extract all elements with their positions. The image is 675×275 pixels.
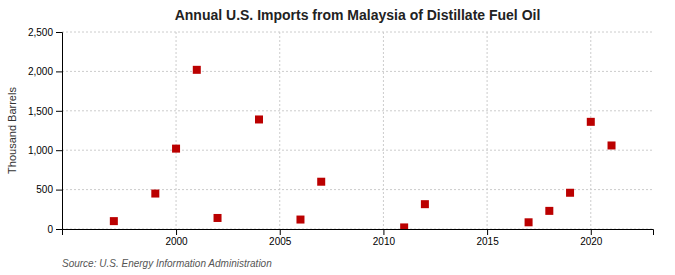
point (421, 200, 429, 208)
grid-line (383, 32, 384, 229)
grid-line (62, 189, 653, 190)
grid-line (590, 32, 591, 229)
tick: 2005 (269, 229, 292, 247)
tick-mark (56, 71, 62, 72)
source: Source: U.S. Energy Information Administ… (62, 258, 272, 269)
point (608, 141, 616, 149)
y-axis: 0 500 1,000 1,500 2,000 2,500 (28, 27, 63, 235)
tick-mark (487, 229, 488, 235)
tick-label: 2010 (373, 236, 396, 247)
tick-label: 500 (36, 184, 53, 195)
tick: 500 (36, 184, 62, 195)
point (214, 214, 222, 222)
tick: 1,000 (28, 145, 62, 156)
axis-line (63, 230, 654, 236)
tick-mark (383, 229, 384, 235)
tick-mark (56, 111, 62, 112)
grid-line (62, 150, 653, 151)
tick: 0 (47, 224, 62, 235)
grid-line (176, 32, 177, 229)
tick-mark (280, 229, 281, 235)
tick-label: 2020 (580, 236, 603, 247)
tick: 2015 (476, 229, 499, 247)
tick: 2020 (580, 229, 603, 247)
grid-line (62, 110, 653, 111)
point (566, 189, 574, 197)
grid-line (487, 32, 488, 229)
chart: 2000 2005 2010 2015 2020 0 500 1,000 1,500 2,000 2… (0, 0, 675, 275)
point (172, 145, 180, 153)
grid-line (279, 32, 280, 229)
point (110, 217, 118, 225)
tick-label: 2000 (165, 236, 188, 247)
tick-mark (591, 229, 592, 235)
point (317, 178, 325, 186)
tick: 2,500 (28, 27, 62, 38)
grid-line (62, 71, 653, 72)
y-axis-title: Thousand Barrels (6, 87, 18, 174)
axis-line (56, 33, 63, 230)
point (151, 190, 159, 198)
point (545, 207, 553, 215)
tick: 1,500 (28, 106, 62, 117)
plot: 2000 2005 2010 2015 2020 0 500 1,000 1,500 2,000 2… (28, 27, 654, 247)
grid-line (62, 32, 653, 33)
point (587, 118, 595, 126)
tick-label: 2015 (476, 236, 499, 247)
tick-mark (176, 229, 177, 235)
tick-mark (56, 190, 62, 191)
tick-mark (56, 229, 62, 230)
tick-label: 2005 (269, 236, 292, 247)
point (193, 66, 201, 74)
point (296, 216, 304, 224)
tick-mark (56, 32, 62, 33)
tick-label: 2,000 (28, 66, 53, 77)
tick: 2010 (373, 229, 396, 247)
tick: 2,000 (28, 66, 62, 77)
tick-label: 1,500 (28, 106, 53, 117)
point (255, 115, 263, 123)
x-axis: 2000 2005 2010 2015 2020 (63, 229, 654, 247)
tick: 2000 (165, 229, 188, 247)
tick-label: 2,500 (28, 27, 53, 38)
tick-label: 1,000 (28, 145, 53, 156)
point (400, 223, 408, 229)
grid (62, 32, 653, 229)
title: Annual U.S. Imports from Malaysia of Dis… (175, 7, 541, 23)
tick-label: 0 (47, 224, 53, 235)
points (110, 66, 616, 229)
point (525, 218, 533, 226)
tick-mark (56, 150, 62, 151)
